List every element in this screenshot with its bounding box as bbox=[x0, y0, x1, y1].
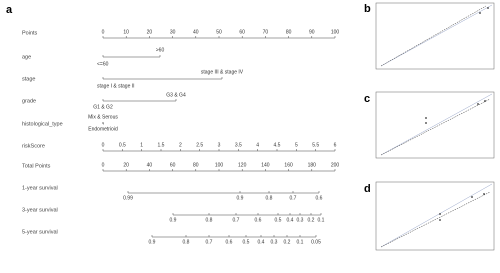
tick-label: 0.6 bbox=[226, 239, 233, 245]
tick-label: 5.5 bbox=[312, 142, 319, 148]
tick-label: 20 bbox=[123, 162, 129, 168]
tick-label: 0.2 bbox=[308, 217, 315, 223]
tick-label: 0.7 bbox=[206, 239, 213, 245]
panel-letter: b bbox=[364, 3, 371, 15]
level-label: >60 bbox=[156, 47, 165, 53]
tick-label: 0.5 bbox=[275, 217, 282, 223]
tick-label: 180 bbox=[308, 162, 317, 168]
tick-label: 0.8 bbox=[183, 239, 190, 245]
tick-label: 0.2 bbox=[284, 239, 291, 245]
tick-label: 0.7 bbox=[233, 217, 240, 223]
row-label: age bbox=[22, 54, 31, 60]
level-label: G3 & G4 bbox=[166, 92, 186, 98]
tick-label: 0.4 bbox=[287, 217, 294, 223]
panel-letter: d bbox=[364, 183, 371, 195]
level-label: <=60 bbox=[97, 61, 109, 67]
tick-label: 0.7 bbox=[290, 195, 297, 201]
calibration-plot bbox=[375, 2, 495, 70]
tick-label: 1.5 bbox=[158, 142, 165, 148]
row-label: 1-year survival bbox=[22, 185, 58, 191]
panel-letter: a bbox=[6, 4, 13, 16]
tick-label: 40 bbox=[193, 29, 199, 35]
row-label: stage bbox=[22, 76, 35, 82]
tick-label: 0.3 bbox=[271, 239, 278, 245]
tick-label: 70 bbox=[263, 29, 269, 35]
tick-label: 0.99 bbox=[123, 195, 133, 201]
level-label: Endometrioid bbox=[88, 126, 118, 132]
tick-label: 5 bbox=[295, 142, 298, 148]
tick-label: 0.1 bbox=[297, 239, 304, 245]
tick-label: 0 bbox=[102, 29, 105, 35]
tick-label: 0 bbox=[102, 142, 105, 148]
tick-label: 90 bbox=[309, 29, 315, 35]
tick-label: 60 bbox=[170, 162, 176, 168]
tick-label: 0.5 bbox=[243, 239, 250, 245]
tick-label: 0.9 bbox=[149, 239, 156, 245]
tick-label: 0 bbox=[102, 162, 105, 168]
row-label: riskScore bbox=[22, 143, 45, 149]
tick-label: 160 bbox=[284, 162, 293, 168]
tick-label: 0.05 bbox=[311, 239, 321, 245]
row-label: Points bbox=[22, 30, 38, 36]
level-label: stage I & stage II bbox=[97, 83, 135, 89]
tick-label: 80 bbox=[193, 162, 199, 168]
tick-label: 4 bbox=[256, 142, 259, 148]
row-label: Total Points bbox=[22, 163, 51, 169]
tick-label: 200 bbox=[331, 162, 340, 168]
tick-label: 120 bbox=[238, 162, 247, 168]
row-label: 5-year survival bbox=[22, 229, 58, 235]
tick-label: 2.5 bbox=[196, 142, 203, 148]
tick-label: 50 bbox=[216, 29, 222, 35]
panel-letter: c bbox=[364, 93, 370, 105]
tick-label: 6 bbox=[334, 142, 337, 148]
tick-label: 30 bbox=[170, 29, 176, 35]
tick-label: 0.1 bbox=[318, 217, 325, 223]
tick-label: 4.5 bbox=[274, 142, 281, 148]
row-label: histological_type bbox=[22, 121, 63, 127]
tick-label: 0.4 bbox=[258, 239, 265, 245]
calibration-plot bbox=[375, 181, 495, 251]
tick-label: 3 bbox=[218, 142, 221, 148]
tick-label: 100 bbox=[331, 29, 340, 35]
tick-label: 40 bbox=[147, 162, 153, 168]
tick-label: 1 bbox=[140, 142, 143, 148]
tick-label: 80 bbox=[286, 29, 292, 35]
calibration-plot bbox=[375, 91, 495, 159]
level-label: G1 & G2 bbox=[93, 104, 113, 110]
tick-label: 140 bbox=[261, 162, 270, 168]
tick-label: 3.5 bbox=[235, 142, 242, 148]
row-label: grade bbox=[22, 98, 36, 104]
tick-label: 0.3 bbox=[297, 217, 304, 223]
tick-label: 20 bbox=[147, 29, 153, 35]
tick-label: 0.6 bbox=[316, 195, 323, 201]
level-label: stage III & stage IV bbox=[201, 69, 244, 75]
tick-label: 10 bbox=[123, 29, 129, 35]
level-label: Mix & Serous bbox=[88, 114, 118, 120]
tick-label: 0.9 bbox=[237, 195, 244, 201]
tick-label: 0.8 bbox=[206, 217, 213, 223]
tick-label: 0.6 bbox=[255, 217, 262, 223]
tick-label: 0.9 bbox=[170, 217, 177, 223]
tick-label: 0.8 bbox=[266, 195, 273, 201]
tick-label: 100 bbox=[215, 162, 224, 168]
tick-label: 60 bbox=[239, 29, 245, 35]
tick-label: 0.5 bbox=[119, 142, 126, 148]
tick-label: 2 bbox=[179, 142, 182, 148]
row-label: 3-year survival bbox=[22, 207, 58, 213]
